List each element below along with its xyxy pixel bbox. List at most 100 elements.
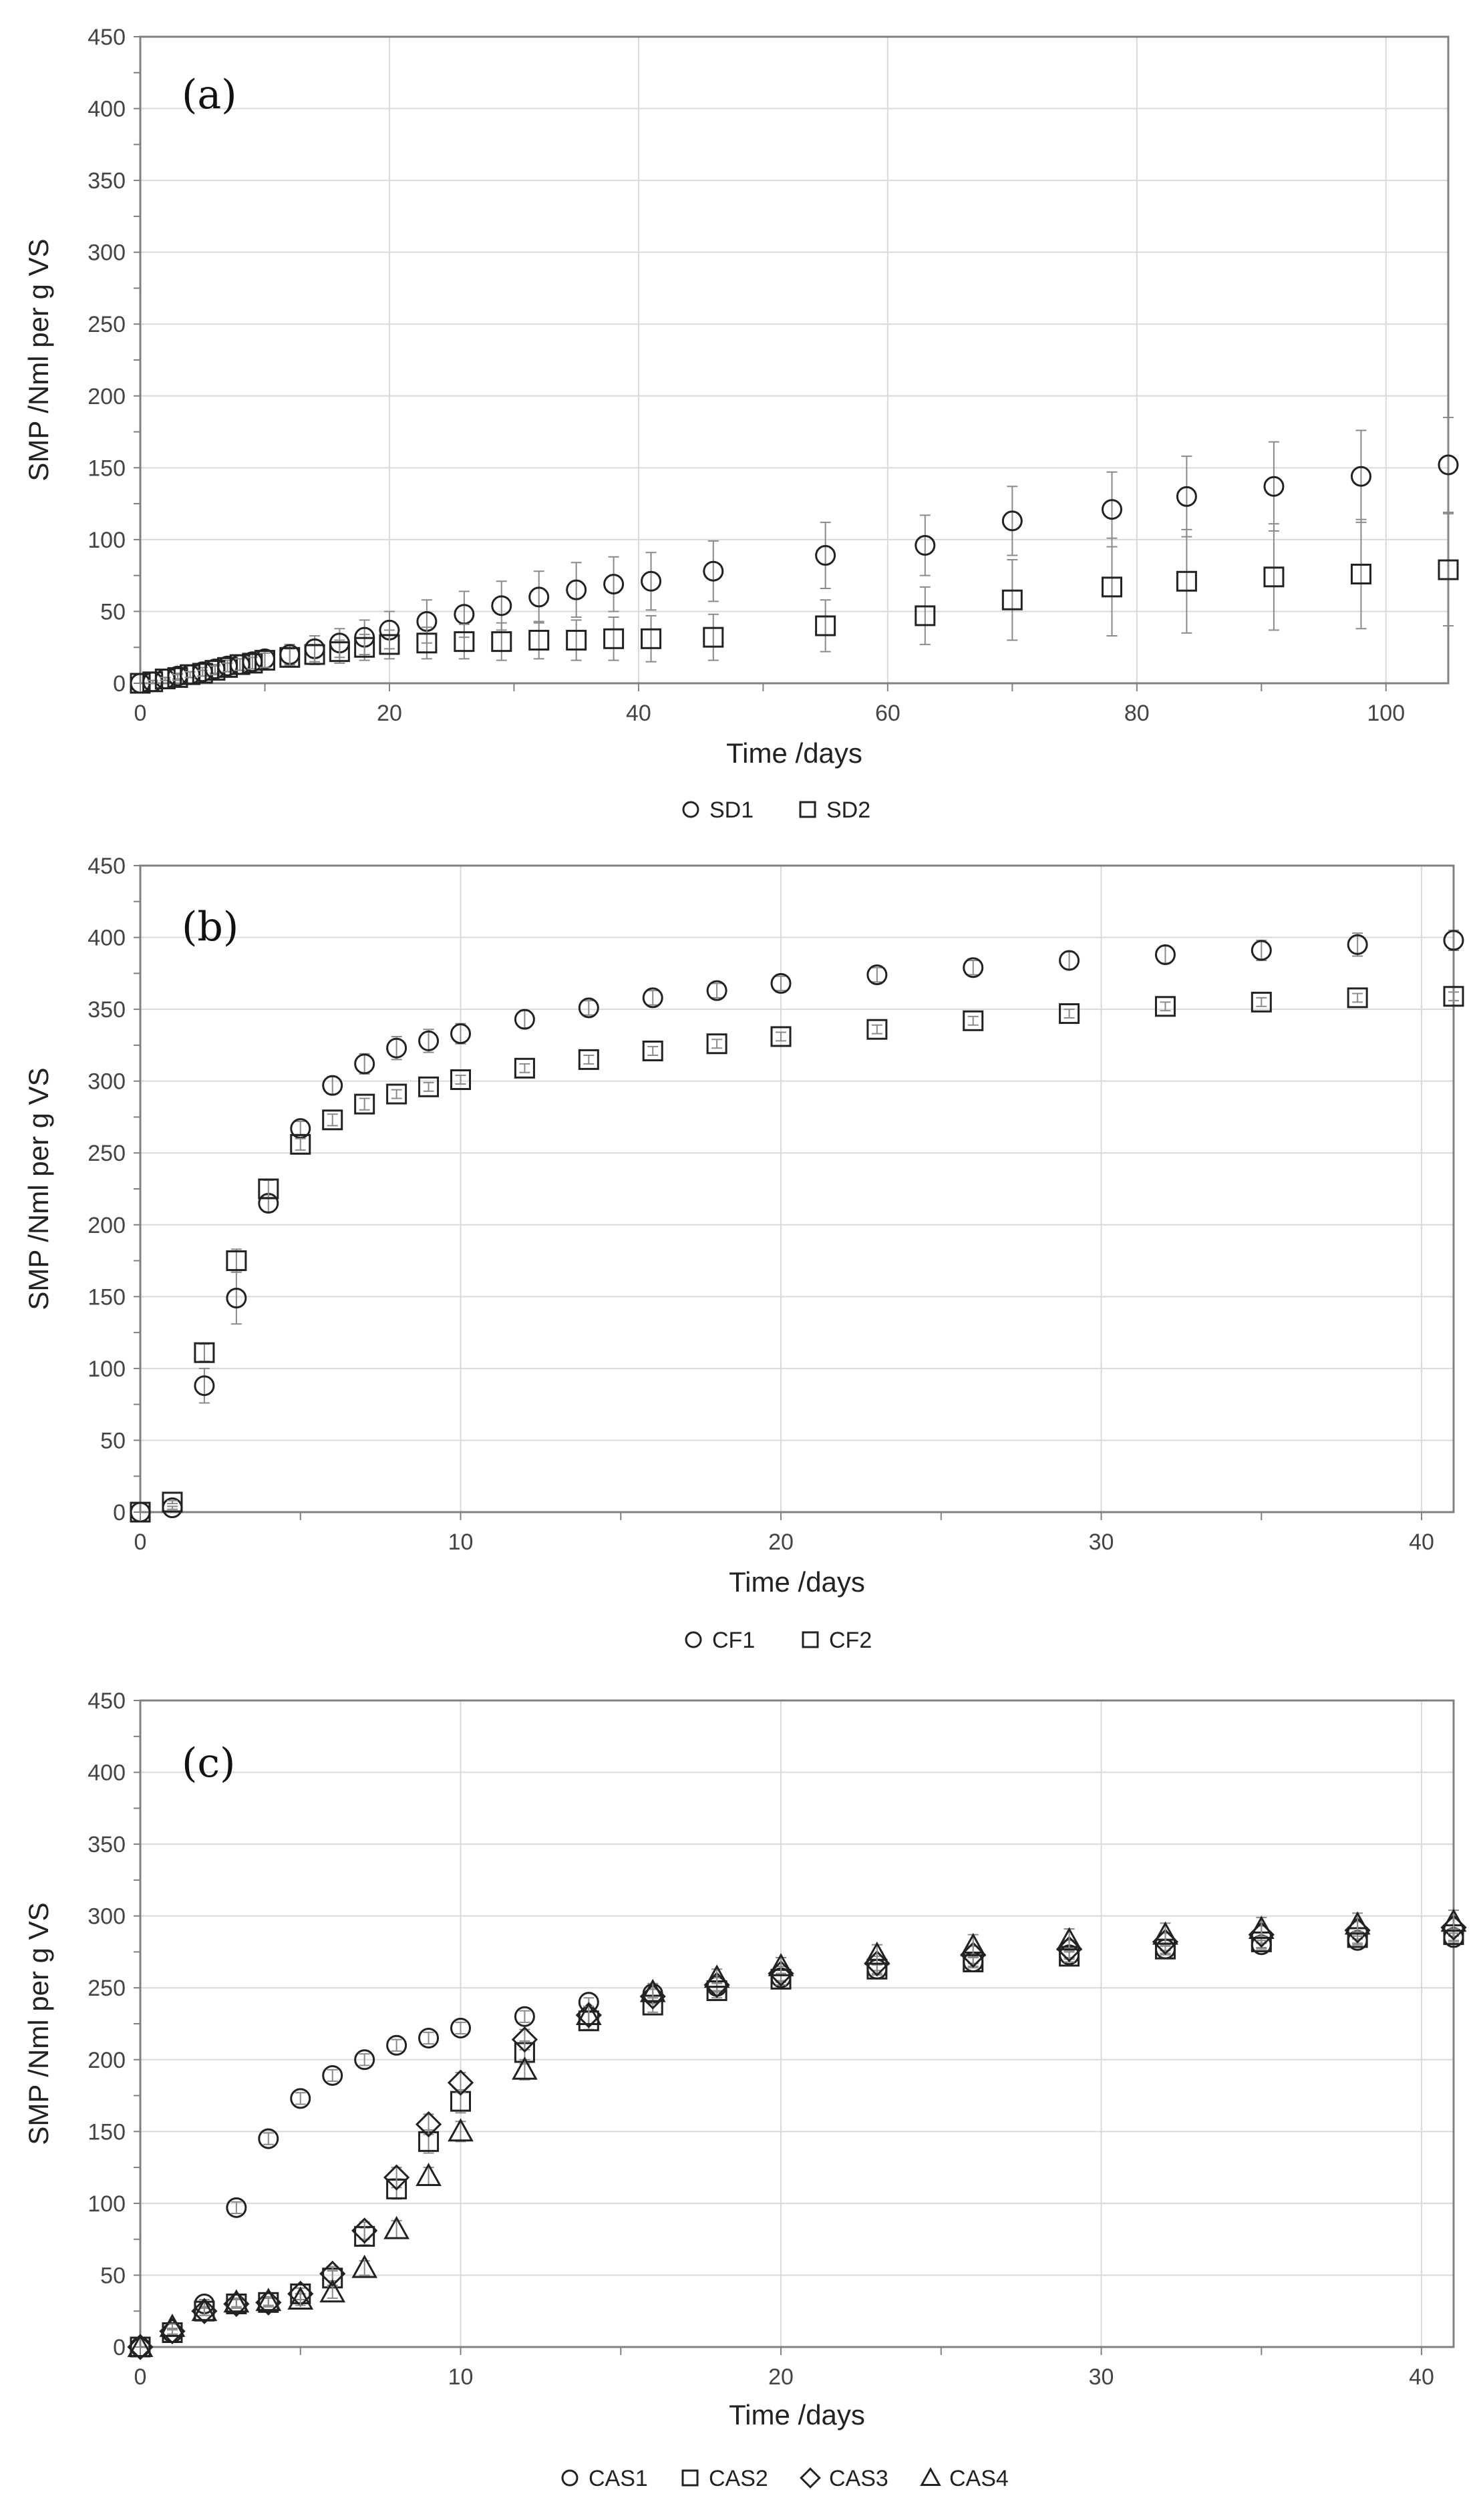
data-point-CAS4 [575,2002,602,2026]
data-point-CF2 [963,1010,984,1031]
data-point-SD2 [703,626,724,648]
data-point-CF2 [1154,996,1176,1017]
data-point-SD1 [815,545,836,566]
y-tick-label: 400 [88,97,126,122]
x-tick-label: 40 [1409,2364,1434,2390]
data-point-CAS3 [319,2260,346,2287]
y-tick-label: 0 [113,1500,126,1525]
y-axis-title: SMP /Nml per g VS [23,1902,54,2145]
data-point-CAS2 [258,2292,279,2313]
y-tick-label: 400 [88,926,126,951]
data-point-SD1 [641,570,662,592]
data-point-CF2 [354,1093,375,1115]
data-point-CF2 [194,1342,215,1363]
legend-marker-CAS4 [920,2467,941,2487]
data-point-CF2 [226,1250,247,1272]
data-point-SD1 [566,579,587,600]
y-tick-label: 50 [100,599,126,624]
data-point-CAS4 [191,2298,218,2322]
data-point-SD2 [329,641,350,663]
data-point-CAS1 [418,2028,440,2049]
data-point-CAS1 [354,2049,375,2071]
data-point-SD2 [192,663,213,684]
y-tick-label: 350 [88,997,126,1023]
data-point-CF2 [258,1178,279,1200]
x-tick-label: 80 [1124,701,1150,726]
data-point-SD1 [1001,510,1023,532]
data-point-CF1 [963,957,984,978]
legend-label-CF2: CF2 [829,1628,872,1653]
data-point-CF2 [1443,986,1464,1007]
data-point-SD1 [1102,499,1123,520]
y-axis-title: SMP /Nml per g VS [23,238,54,481]
y-tick-label: 0 [113,2335,126,2360]
legend-label-CF1: CF1 [712,1628,755,1653]
x-tick-label: 20 [768,1529,794,1555]
data-point-CF1 [642,987,663,1009]
data-point-CAS4 [351,2254,378,2278]
y-tick-label: 150 [88,1284,126,1310]
data-point-CAS4 [448,2118,474,2142]
data-point-CAS4 [1152,1921,1178,1945]
legend-marker-SD1 [682,801,699,818]
data-point-CAS4 [639,1978,666,2002]
data-point-CAS1 [226,2197,247,2218]
data-point-CF2 [770,1026,792,1047]
data-point-CAS3 [447,2069,474,2096]
data-point-SD1 [528,586,550,608]
data-point-CAS4 [864,1941,890,1965]
data-point-SD1 [1438,454,1459,476]
legend-marker-CF1 [685,1631,702,1648]
data-point-SD2 [1176,570,1197,592]
y-tick-label: 300 [88,1069,126,1095]
series-CF2 [130,986,1464,1523]
data-point-CAS3 [159,2318,186,2344]
data-point-SD2 [379,634,400,655]
data-point-SD2 [242,653,263,674]
y-tick-label: 300 [88,1904,126,1930]
data-point-CF2 [386,1083,407,1105]
legend-label-CAS3: CAS3 [829,2466,888,2491]
x-tick-label: 0 [134,701,147,726]
data-point-CAS3 [639,1983,666,2010]
data-point-CF1 [194,1375,215,1397]
y-axis-title: SMP /Nml per g VS [23,1067,54,1310]
data-point-SD2 [229,654,251,675]
data-point-SD1 [703,560,724,582]
legend-marker-CAS1 [561,2469,579,2487]
legend-label-SD1: SD1 [709,797,754,823]
data-point-SD2 [1001,589,1023,610]
data-point-SD2 [354,637,375,658]
legend-label-CAS4: CAS4 [949,2466,1009,2491]
data-point-SD2 [641,628,662,649]
data-point-SD1 [915,534,936,556]
data-point-CF1 [290,1118,311,1139]
data-point-CF1 [578,997,599,1019]
legend-label-CAS1: CAS1 [589,2466,648,2491]
y-tick-label: 0 [113,671,126,697]
data-point-CF2 [290,1133,311,1155]
y-tick-label: 450 [88,854,126,879]
data-point-CF1 [706,980,727,1001]
legend-marker-CF2 [802,1631,819,1648]
data-point-SD2 [180,664,201,685]
data-point-SD2 [1263,566,1285,588]
data-point-CAS3 [191,2298,218,2324]
data-point-CAS3 [255,2289,282,2316]
y-tick-label: 200 [88,1213,126,1238]
y-tick-label: 350 [88,1832,126,1857]
data-point-CAS4 [1248,1916,1275,1939]
x-tick-label: 20 [377,701,402,726]
data-point-CAS4 [768,1953,794,1976]
y-tick-label: 200 [88,2048,126,2073]
data-point-CF1 [866,964,888,985]
data-point-CAS4 [255,2288,282,2312]
y-tick-label: 200 [88,384,126,409]
data-point-CAS3 [351,2217,378,2244]
series-CAS4 [127,1908,1467,2357]
data-point-CAS4 [960,1932,987,1956]
data-point-CF1 [322,1075,343,1096]
data-point-CF1 [1443,930,1464,951]
data-point-SD2 [815,615,836,637]
data-point-SD2 [1350,564,1371,585]
